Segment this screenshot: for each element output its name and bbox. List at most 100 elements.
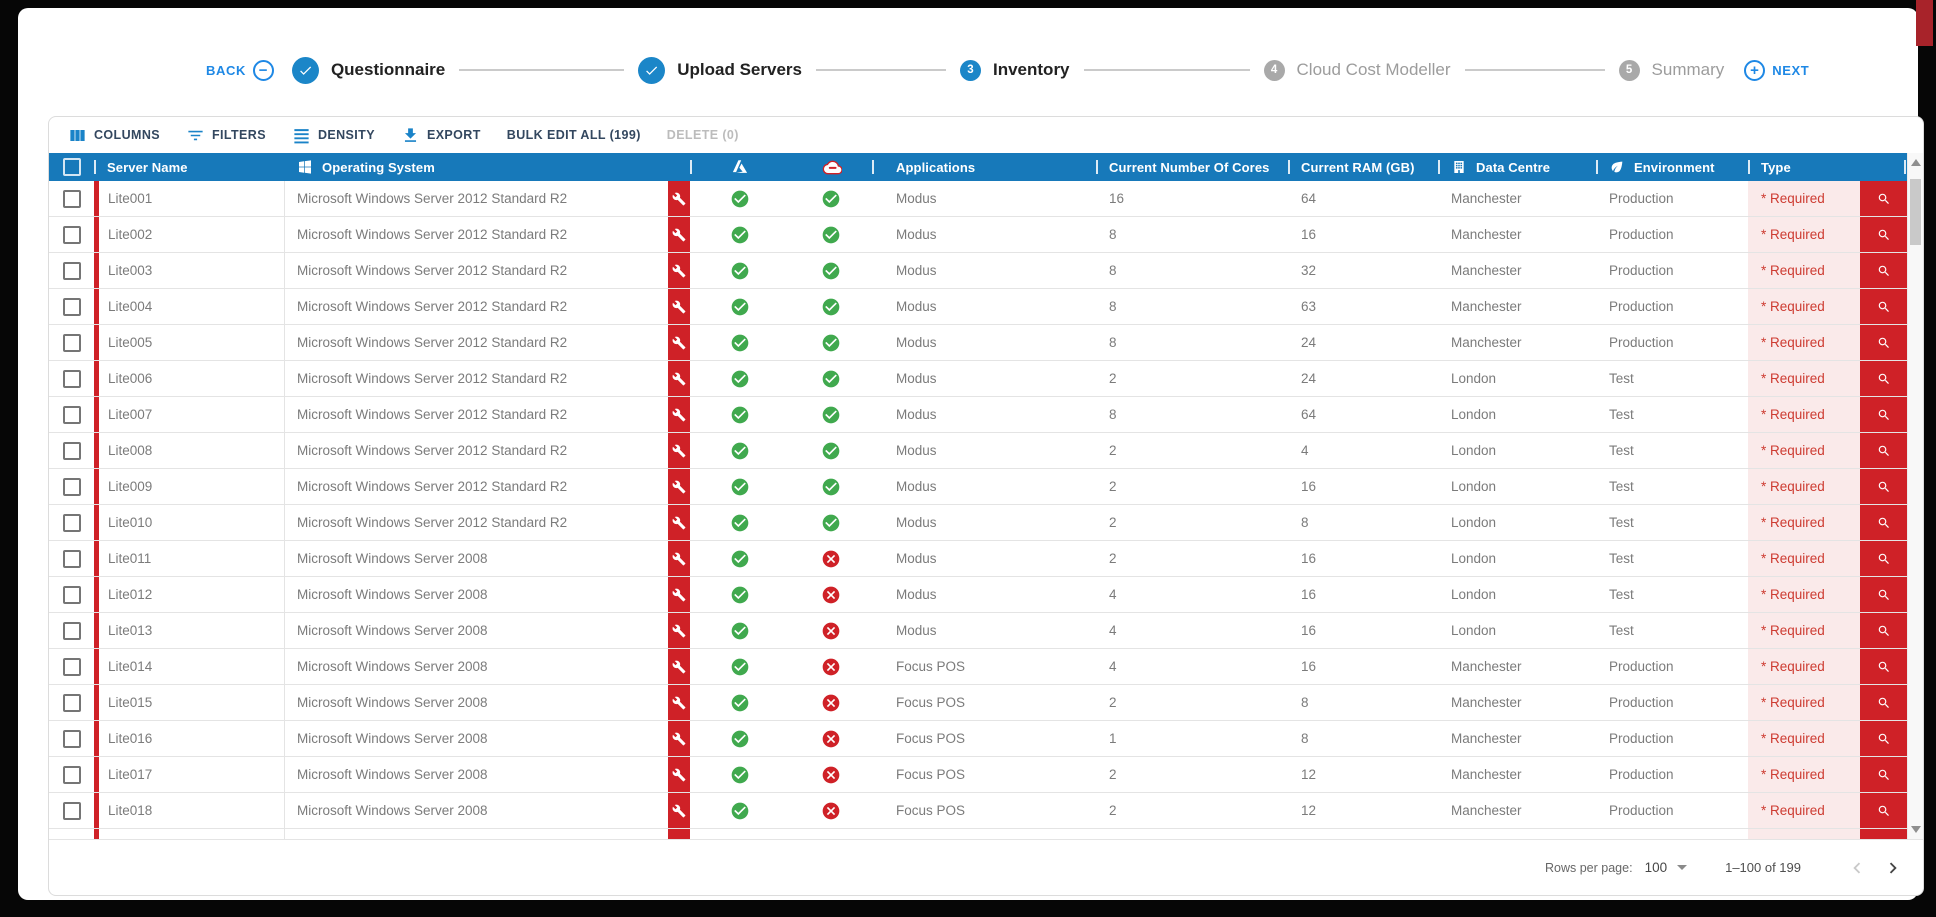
- edit-required-button[interactable]: [668, 361, 690, 396]
- type-required-cell[interactable]: * Required: [1748, 289, 1860, 324]
- toolbar-columns-button[interactable]: COLUMNS: [55, 126, 173, 145]
- next-page-button[interactable]: [1879, 854, 1907, 882]
- type-required-cell[interactable]: * Required: [1748, 721, 1860, 756]
- column-header-type[interactable]: Type: [1748, 153, 1860, 181]
- row-search-button[interactable]: [1860, 721, 1907, 756]
- stepper-step-summary[interactable]: 5 Summary: [1618, 59, 1724, 81]
- row-search-button[interactable]: [1860, 325, 1907, 360]
- row-checkbox[interactable]: [62, 801, 81, 820]
- row-checkbox[interactable]: [62, 729, 81, 748]
- edit-required-button[interactable]: [668, 757, 690, 792]
- edit-required-button[interactable]: [668, 433, 690, 468]
- scrollbar-thumb[interactable]: [1910, 179, 1921, 245]
- edit-required-button[interactable]: [668, 217, 690, 252]
- row-search-button[interactable]: [1860, 829, 1907, 839]
- row-search-button[interactable]: [1860, 217, 1907, 252]
- type-required-cell[interactable]: * Required: [1748, 577, 1860, 612]
- column-resize-handle[interactable]: [1748, 160, 1750, 174]
- column-resize-handle[interactable]: [1904, 160, 1906, 174]
- row-search-button[interactable]: [1860, 757, 1907, 792]
- row-checkbox[interactable]: [62, 225, 81, 244]
- row-checkbox[interactable]: [62, 261, 81, 280]
- type-required-cell[interactable]: * Required: [1748, 757, 1860, 792]
- scroll-down-arrow-icon[interactable]: [1910, 826, 1921, 833]
- type-required-cell[interactable]: * Required: [1748, 325, 1860, 360]
- type-required-cell[interactable]: * Required: [1748, 469, 1860, 504]
- row-checkbox[interactable]: [62, 333, 81, 352]
- type-required-cell[interactable]: * Required: [1748, 181, 1860, 216]
- edit-required-button[interactable]: [668, 469, 690, 504]
- type-required-cell[interactable]: * Required: [1748, 433, 1860, 468]
- toolbar-density-button[interactable]: DENSITY: [279, 126, 388, 145]
- edit-required-button[interactable]: [668, 325, 690, 360]
- column-resize-handle[interactable]: [94, 160, 96, 174]
- stepper-step-questionnaire[interactable]: Questionnaire: [291, 56, 445, 84]
- column-header-server-name[interactable]: Server Name: [94, 153, 284, 181]
- row-search-button[interactable]: [1860, 289, 1907, 324]
- column-header-data-centre[interactable]: Data Centre: [1438, 153, 1596, 181]
- type-required-cell[interactable]: * Required: [1748, 505, 1860, 540]
- row-checkbox[interactable]: [62, 765, 81, 784]
- scroll-up-arrow-icon[interactable]: [1910, 159, 1921, 166]
- row-checkbox[interactable]: [62, 693, 81, 712]
- row-search-button[interactable]: [1860, 181, 1907, 216]
- column-resize-handle[interactable]: [1288, 160, 1290, 174]
- toolbar-export-button[interactable]: EXPORT: [388, 126, 494, 145]
- stepper-step-upload-servers[interactable]: Upload Servers: [638, 56, 802, 84]
- row-checkbox[interactable]: [62, 405, 81, 424]
- rows-per-page-select[interactable]: 100: [1645, 860, 1688, 875]
- toolbar-filters-button[interactable]: FILTERS: [173, 126, 279, 145]
- edit-required-button[interactable]: [668, 613, 690, 648]
- row-search-button[interactable]: [1860, 793, 1907, 828]
- column-header-oracle-cloud[interactable]: [790, 153, 872, 181]
- type-required-cell[interactable]: * Required: [1748, 793, 1860, 828]
- type-required-cell[interactable]: * Required: [1748, 361, 1860, 396]
- type-required-cell[interactable]: * Required: [1748, 217, 1860, 252]
- row-checkbox[interactable]: [62, 297, 81, 316]
- edit-required-button[interactable]: [668, 397, 690, 432]
- edit-required-button[interactable]: [668, 541, 690, 576]
- row-checkbox[interactable]: [62, 513, 81, 532]
- type-required-cell[interactable]: * Required: [1748, 649, 1860, 684]
- column-resize-handle[interactable]: [1438, 160, 1440, 174]
- row-checkbox[interactable]: [62, 657, 81, 676]
- column-header-operating-system[interactable]: Operating System: [284, 153, 668, 181]
- edit-required-button[interactable]: [668, 505, 690, 540]
- column-header-applications[interactable]: Applications: [872, 153, 1096, 181]
- edit-required-button[interactable]: [668, 577, 690, 612]
- type-required-cell[interactable]: * Required: [1748, 397, 1860, 432]
- column-header-ram[interactable]: Current RAM (GB): [1288, 153, 1438, 181]
- type-required-cell[interactable]: * Required: [1748, 685, 1860, 720]
- edit-required-button[interactable]: [668, 721, 690, 756]
- row-checkbox[interactable]: [62, 621, 81, 640]
- row-checkbox[interactable]: [62, 477, 81, 496]
- column-header-cores[interactable]: Current Number Of Cores: [1096, 153, 1288, 181]
- stepper-step-inventory[interactable]: 3 Inventory: [960, 59, 1070, 81]
- edit-required-button[interactable]: [668, 685, 690, 720]
- row-checkbox[interactable]: [62, 549, 81, 568]
- row-checkbox[interactable]: [62, 441, 81, 460]
- column-resize-handle[interactable]: [1596, 160, 1598, 174]
- column-resize-handle[interactable]: [872, 160, 874, 174]
- type-required-cell[interactable]: * Required: [1748, 541, 1860, 576]
- next-button[interactable]: + NEXT: [1744, 59, 1809, 81]
- edit-required-button[interactable]: [668, 289, 690, 324]
- row-search-button[interactable]: [1860, 397, 1907, 432]
- column-resize-handle[interactable]: [690, 160, 692, 174]
- row-search-button[interactable]: [1860, 469, 1907, 504]
- edit-required-button[interactable]: [668, 253, 690, 288]
- row-search-button[interactable]: [1860, 505, 1907, 540]
- column-resize-handle[interactable]: [1096, 160, 1098, 174]
- toolbar-bulk-edit-all-199-button[interactable]: BULK EDIT ALL (199): [494, 128, 654, 142]
- back-button[interactable]: BACK −: [206, 59, 274, 81]
- edit-required-button[interactable]: [668, 829, 690, 839]
- column-header-azure[interactable]: [690, 153, 790, 181]
- row-search-button[interactable]: [1860, 649, 1907, 684]
- table-scrollbar[interactable]: [1907, 153, 1923, 839]
- row-checkbox[interactable]: [62, 585, 81, 604]
- type-required-cell[interactable]: * Required: [1748, 613, 1860, 648]
- row-checkbox[interactable]: [62, 189, 81, 208]
- column-header-environment[interactable]: Environment: [1596, 153, 1748, 181]
- row-search-button[interactable]: [1860, 685, 1907, 720]
- type-required-cell[interactable]: * Required: [1748, 253, 1860, 288]
